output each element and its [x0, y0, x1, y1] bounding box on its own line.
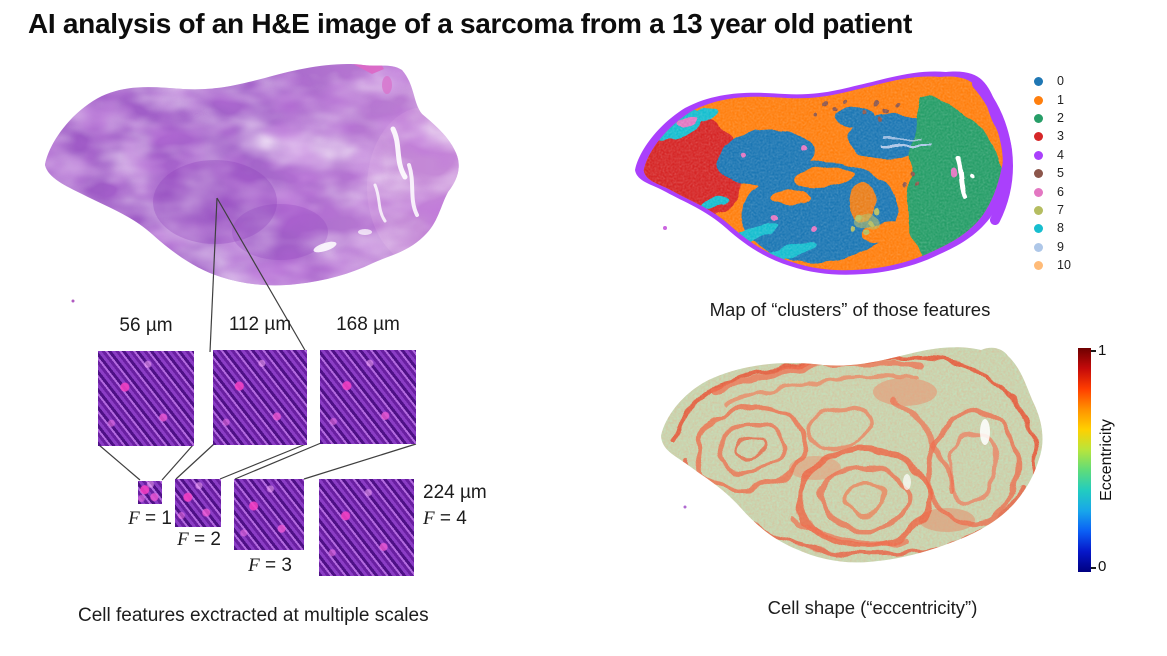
stray-speck [71, 299, 75, 303]
features-caption: Cell features exctracted at multiple sca… [78, 605, 429, 626]
patch-f2 [175, 479, 221, 527]
legend-dot [1034, 261, 1043, 271]
tissue-texture [45, 64, 459, 286]
eccentricity-texture [661, 347, 1043, 563]
legend-item-0: 0 [1034, 75, 1071, 89]
eccentricity-map-image [661, 347, 1043, 563]
patch-f4 [319, 479, 414, 576]
legend-dot [1034, 242, 1043, 252]
colorbar-tick-top: 1 [1098, 342, 1107, 359]
cluster-legend: 0 1 2 3 4 5 6 7 8 9 10 [1034, 75, 1071, 272]
legend-item-10: 10 [1034, 259, 1071, 273]
eccentricity-caption: Cell shape (“eccentricity”) [767, 597, 978, 618]
legend-dot [1034, 224, 1043, 234]
patch-56um [98, 351, 194, 446]
legend-dot [1034, 187, 1043, 197]
cluster-rim-right [972, 79, 1013, 225]
legend-dot [1034, 114, 1043, 124]
legend-item-1: 1 [1034, 93, 1071, 107]
cluster-map-image [635, 71, 1013, 275]
legend-item-5: 5 [1034, 167, 1071, 181]
scale-label-168um: 168 µm [336, 314, 400, 335]
colorbar-gradient [1078, 348, 1091, 572]
f-label-1: F = 1 [128, 508, 172, 529]
patch-f3 [234, 479, 304, 550]
colorbar-tick-bottom-mark [1091, 567, 1096, 569]
stray-speck [683, 505, 687, 509]
colorbar-tick-top-mark [1091, 350, 1096, 352]
he-whole-slide-image [45, 64, 459, 303]
legend-dot [1034, 205, 1043, 215]
legend-dot [1034, 169, 1043, 179]
stray-speck [663, 226, 667, 230]
legend-item-9: 9 [1034, 240, 1071, 255]
legend-dot [1034, 95, 1043, 105]
scale-label-112um: 112 µm [228, 314, 292, 335]
scale-label-56um: 56 µm [119, 315, 173, 336]
patch-168um [320, 350, 416, 444]
cluster-caption: Map of “clusters” of those features [709, 299, 991, 320]
scale-label-224um: 224 µm [423, 482, 487, 503]
colorbar-tick-bottom: 0 [1098, 558, 1107, 575]
figure-title: AI analysis of an H&E image of a sarcoma… [28, 8, 912, 39]
patch-112um [213, 350, 307, 445]
f-label-3: F = 3 [248, 555, 292, 576]
legend-item-3: 3 [1034, 130, 1071, 144]
legend-dot [1034, 77, 1043, 87]
legend-item-6: 6 [1034, 185, 1071, 199]
legend-dot [1034, 132, 1043, 142]
colorbar-axis-label: Eccentricity [1098, 419, 1115, 501]
f-label-4: F = 4 [423, 508, 467, 529]
f-label-2: F = 2 [177, 529, 221, 550]
legend-dot [1034, 150, 1043, 160]
legend-item-4: 4 [1034, 148, 1071, 163]
legend-item-7: 7 [1034, 203, 1071, 218]
patch-f1 [138, 481, 162, 504]
legend-item-8: 8 [1034, 222, 1071, 236]
legend-item-2: 2 [1034, 112, 1071, 126]
